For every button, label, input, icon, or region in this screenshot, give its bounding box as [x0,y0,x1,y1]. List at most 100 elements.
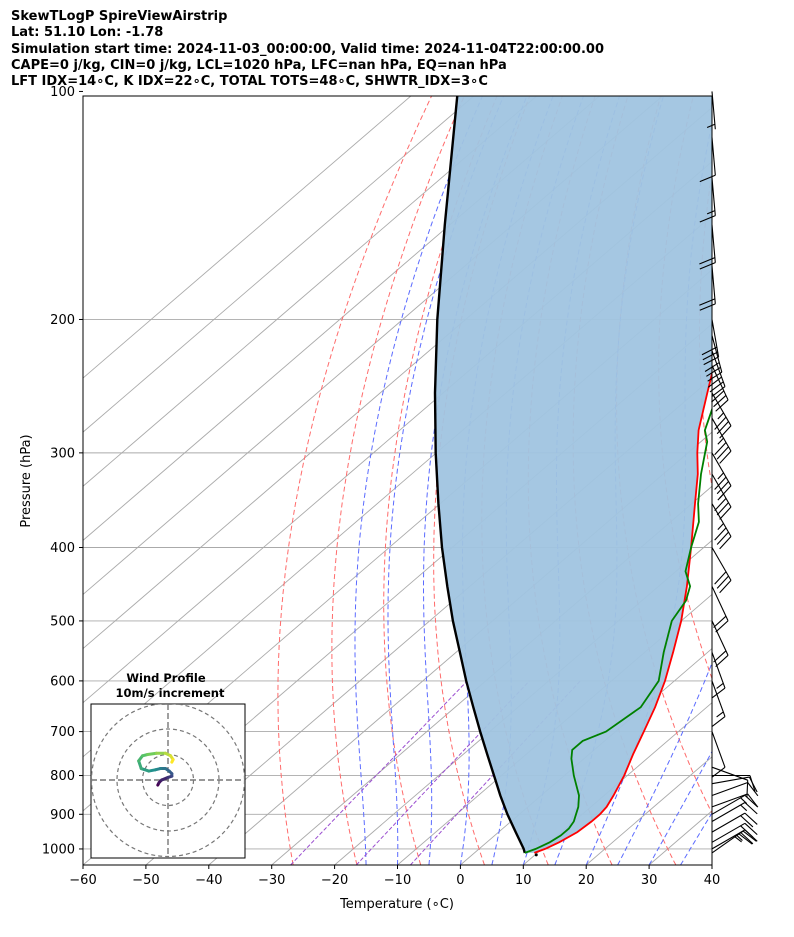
wind-barbs [699,91,759,854]
wind-barb-full [714,527,727,541]
x-tick-label: −20 [321,873,348,888]
profiles [433,96,712,857]
wind-barb-full [719,580,732,594]
wind-barb-full [699,262,716,270]
wind-barb-staff [711,265,716,304]
wind-barb-staff [711,776,750,785]
wind-barb-half [717,437,724,445]
simulation-times: Simulation start time: 2024-11-03_00:00:… [11,41,604,57]
wind-barb-half [706,123,716,128]
wind-barb-half [735,834,743,841]
wind-barb-full [699,257,716,265]
x-tick-label: −40 [195,873,222,888]
y-tick-label: 500 [50,614,75,629]
wind-barb-staff [711,137,716,176]
wind-barb-full [744,794,758,808]
wind-barb-full [716,575,729,589]
wind-barb-full [719,536,732,550]
wind-barb-staff [711,224,716,263]
wind-barb-full [702,351,718,361]
wind-barb-full [714,571,727,585]
wind-barb-half [740,804,748,812]
wind-barb [711,793,759,808]
y-tick-label: 800 [50,769,75,784]
y-tick-label: 900 [50,808,75,823]
wind-barb-half [734,836,742,843]
wind-barb-staff [711,766,748,781]
wind-barb [701,319,720,366]
wind-barb-staff [711,731,726,768]
wind-barb-full [715,654,729,668]
wind-barb-full [715,399,729,412]
wind-barb-staff [711,781,748,797]
chart-header: SkewTLogP SpireViewAirstrip Lat: 51.10 L… [11,9,604,90]
wind-barb-staff [711,812,746,833]
wind-barb-full [746,780,749,797]
wind-barb-full [703,356,719,366]
wind-barb-staff [711,802,746,822]
x-tick-label: −50 [132,873,159,888]
y-tick-label: 600 [50,674,75,689]
wind-barb-staff [711,793,748,808]
station-location: Lat: 51.10 Lon: -1.78 [11,25,164,41]
y-tick-label: 300 [50,446,75,461]
wind-barb [699,177,716,223]
x-tick-label: −30 [258,873,285,888]
wind-barb-staff [711,417,732,452]
wind-barb-half [717,523,724,531]
dewpoint-line [524,406,712,854]
wind-barb-full [699,174,716,183]
dry-adiabat-line [739,91,794,865]
y-tick-label: 100 [50,85,75,100]
wind-barb-half [716,682,724,689]
hodograph-segment [170,758,175,764]
wind-barb-full [699,303,716,311]
wind-barb-full [714,416,727,430]
wind-barb-full [699,298,716,306]
wind-barb [711,822,758,843]
x-tick-label: 10 [515,873,532,888]
wind-barb-full [713,650,727,663]
wind-barb-staff [711,473,732,508]
dry-adiabat-line [778,91,794,865]
y-axis-label: Pressure (hPa) [19,434,34,527]
wind-barb [711,794,758,815]
wind-barb [711,830,757,854]
wind-barb-half [740,797,748,804]
wind-barb [711,812,758,833]
mixing-ratio-line [290,680,468,865]
wind-barb-full [742,830,757,842]
wind-barb-staff [711,680,726,717]
wind-barb-full [744,802,758,815]
wind-barb-staff [711,652,726,689]
wind-barb-full [713,615,727,628]
wind-barb-full [716,502,729,516]
wind-barb-full [749,775,756,792]
parcel-line [433,96,526,854]
x-axis: −60 −50 −40 −30 −20 −10 0 10 20 30 40 [69,865,720,888]
wind-barb-full [711,716,726,728]
wind-barb-staff [711,547,732,581]
wind-barb-full [716,481,729,495]
wind-barb [706,91,716,130]
wind-barb-full [701,346,718,356]
wind-barb-full [740,831,754,845]
wind-barb [711,452,732,499]
wind-barb-full [709,381,724,393]
wind-barb [711,417,732,464]
hodograph-ring [91,704,245,858]
wind-barb-half [717,472,724,480]
wind-barb-staff [711,830,744,854]
wind-barb-half [706,210,716,215]
y-tick-label: 1000 [42,842,75,857]
wind-barb-full [719,450,732,464]
wind-barb-full [711,766,726,778]
wind-barb-staff [711,503,732,537]
y-tick-label: 200 [50,313,75,328]
isotherm-line [271,485,712,865]
wind-barb [711,731,726,778]
cape-fill [435,96,712,853]
wind-barb [711,586,729,633]
hodograph-plot [91,704,245,858]
stability-indices-1: CAPE=0 j/kg, CIN=0 j/kg, LCL=1020 hPa, L… [11,57,507,73]
